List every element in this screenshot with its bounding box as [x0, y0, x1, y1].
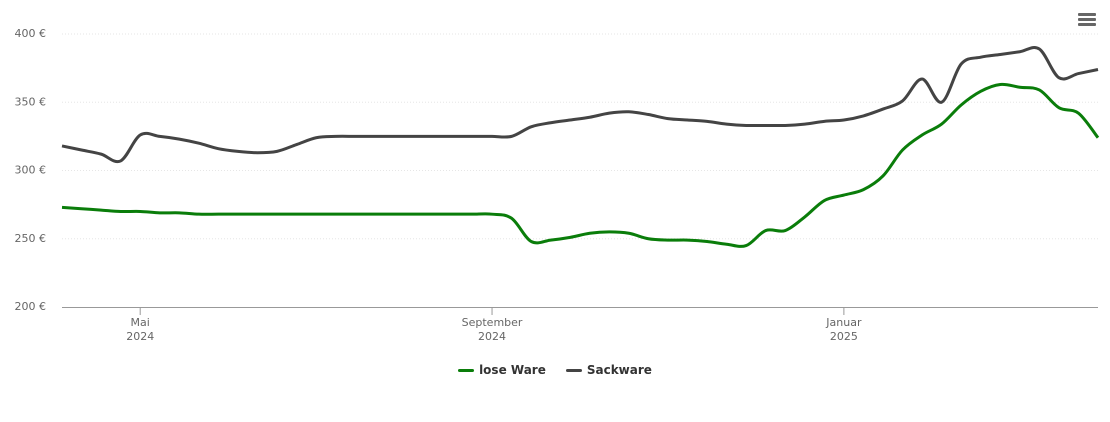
x-tick-label: Mai 2024 — [126, 316, 155, 343]
y-tick-label: 400 € — [15, 27, 47, 40]
legend-label: Sackware — [586, 363, 652, 377]
legend: lose Ware Sackware — [0, 363, 1110, 377]
x-tick-label: Januar 2025 — [826, 316, 862, 343]
y-tick-label: 350 € — [15, 95, 47, 108]
legend-label: lose Ware — [479, 363, 546, 377]
y-tick-label: 200 € — [15, 300, 47, 313]
legend-swatch — [458, 368, 475, 372]
legend-swatch — [565, 368, 582, 372]
line — [61, 45, 1099, 164]
legend-item[interactable]: lose Ware — [458, 363, 546, 377]
y-tick-label: 300 € — [15, 164, 47, 177]
x-tick-label: September 2024 — [461, 316, 523, 343]
menu-button[interactable] — [1078, 13, 1096, 29]
line — [61, 82, 1100, 248]
legend-item[interactable]: Sackware — [565, 363, 652, 377]
y-tick-label: 250 € — [15, 232, 47, 245]
